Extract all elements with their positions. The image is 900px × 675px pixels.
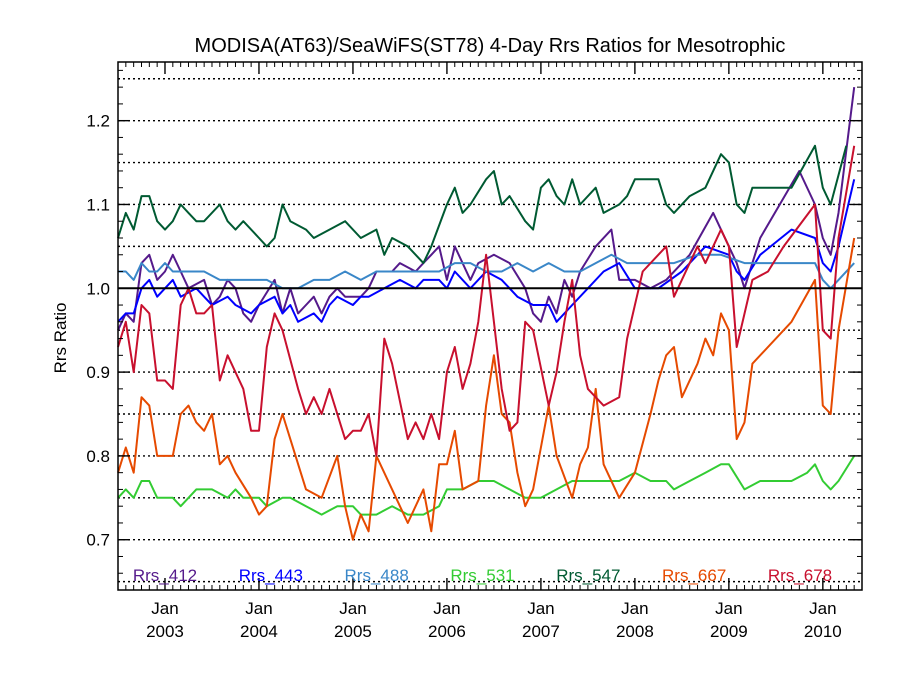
x-tick-year-label: 2003 xyxy=(146,622,184,641)
legend-label-rrs-531: Rrs_531 xyxy=(450,566,514,585)
x-tick-year-label: 2010 xyxy=(804,622,842,641)
x-tick-month-label: Jan xyxy=(527,599,554,618)
x-tick-month-label: Jan xyxy=(809,599,836,618)
x-tick-month-label: Jan xyxy=(715,599,742,618)
y-tick-label: 0.7 xyxy=(86,531,110,550)
legend-label-rrs-412: Rrs_412 xyxy=(133,566,197,585)
x-tick-year-label: 2009 xyxy=(710,622,748,641)
y-tick-label: 0.8 xyxy=(86,447,110,466)
x-tick-year-label: 2006 xyxy=(428,622,466,641)
x-tick-month-label: Jan xyxy=(621,599,648,618)
y-tick-label: 0.9 xyxy=(86,363,110,382)
series-line-rrs-678 xyxy=(117,145,856,457)
y-tick-label: 1.2 xyxy=(86,112,110,131)
x-tick-month-label: Jan xyxy=(339,599,366,618)
grid-lines xyxy=(118,78,862,583)
legend-label-rrs-488: Rrs_488 xyxy=(345,566,409,585)
x-tick-month-label: Jan xyxy=(433,599,460,618)
y-tick-label: 1.1 xyxy=(86,195,110,214)
x-tick-year-label: 2008 xyxy=(616,622,654,641)
y-tick-label: 1.0 xyxy=(86,279,110,298)
series-lines xyxy=(117,86,862,541)
legend-label-rrs-678: Rrs_678 xyxy=(768,566,832,585)
y-axis-label: Rrs Ratio xyxy=(51,303,70,374)
x-tick-month-label: Jan xyxy=(151,599,178,618)
legend: Rrs_412 Rrs_443 Rrs_488 Rrs_531 Rrs_547 Rrs_6… xyxy=(133,566,832,585)
legend-label-rrs-547: Rrs_547 xyxy=(556,566,620,585)
chart-title: MODISA(AT63)/SeaWiFS(ST78) 4-Day Rrs Rat… xyxy=(195,35,786,57)
series-line-rrs-531 xyxy=(117,455,856,516)
x-tick-year-label: 2007 xyxy=(522,622,560,641)
plot-frame xyxy=(117,61,863,591)
x-tick-year-label: 2004 xyxy=(240,622,278,641)
legend-label-rrs-667: Rrs_667 xyxy=(662,566,726,585)
x-tick-year-label: 2005 xyxy=(334,622,372,641)
series-line-rrs-488 xyxy=(118,253,855,290)
axes: 0.7 0.8 0.9 1.0 1.1 1.2 Jan 2003 Jan 2004 Jan 2005 J… xyxy=(86,61,863,641)
series-line-rrs-667 xyxy=(117,237,856,541)
series-line-rrs-547 xyxy=(117,144,848,265)
legend-label-rrs-443: Rrs_443 xyxy=(239,566,303,585)
x-tick-month-label: Jan xyxy=(245,599,272,618)
